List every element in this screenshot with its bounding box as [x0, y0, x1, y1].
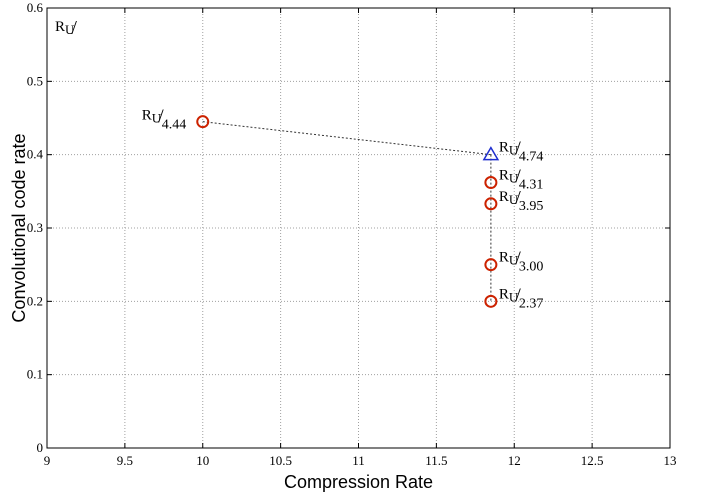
x-tick-label: 12.5	[581, 453, 604, 468]
point-label: RU/4.31	[499, 166, 543, 193]
y-tick-label: 0.3	[27, 220, 43, 235]
x-tick-label: 10.5	[269, 453, 292, 468]
point-label: RU/3.95	[499, 187, 543, 214]
y-axis-title: Convolutional code rate	[9, 133, 29, 322]
y-tick-label: 0.1	[27, 367, 43, 382]
y-tick-label: 0.4	[27, 147, 44, 162]
data-point-circle	[484, 176, 498, 190]
y-tick-label: 0.6	[27, 0, 44, 15]
corner-label: RU/	[55, 17, 77, 39]
x-tick-label: 10	[196, 453, 209, 468]
point-label: RU/2.37	[499, 284, 543, 311]
connector-line	[202, 121, 491, 156]
data-points	[196, 115, 500, 308]
x-tick-label: 12	[508, 453, 521, 468]
axis-ticks: 9 9.5 10 10.5 11 11.5 12 12.5 13 0 0.1 0.2 0.3 0.4 0.5…	[27, 0, 677, 468]
x-axis-title: Compression Rate	[284, 472, 433, 492]
connector-lines	[202, 121, 492, 302]
grid-lines	[47, 8, 670, 448]
data-point-circle	[196, 115, 210, 129]
x-tick-label: 9	[44, 453, 51, 468]
x-tick-label: 11.5	[425, 453, 447, 468]
data-point-circle	[484, 197, 498, 211]
data-point-circle	[484, 258, 498, 272]
x-tick-label: 13	[664, 453, 677, 468]
point-label: RU/4.74	[499, 138, 543, 165]
y-tick-label: 0.2	[27, 293, 43, 308]
x-tick-label: 11	[352, 453, 365, 468]
x-tick-label: 9.5	[117, 453, 133, 468]
data-point-triangle	[482, 146, 500, 161]
data-point-circle	[484, 294, 498, 308]
y-tick-label: 0	[37, 440, 44, 455]
point-label: RU/4.44	[142, 106, 186, 133]
y-tick-label: 0.5	[27, 73, 43, 88]
point-label: RU/3.00	[499, 248, 543, 275]
